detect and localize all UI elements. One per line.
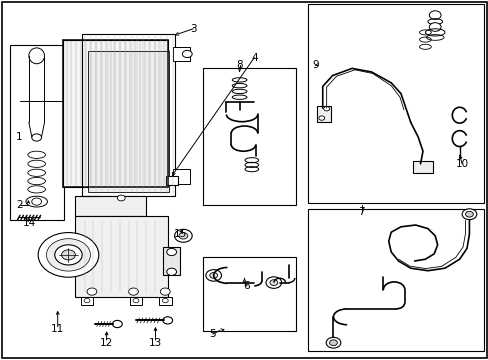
- Text: 6: 6: [243, 281, 250, 291]
- Bar: [203, 68, 295, 205]
- Circle shape: [38, 233, 99, 277]
- Ellipse shape: [28, 186, 45, 193]
- Circle shape: [205, 270, 221, 281]
- Text: 10: 10: [455, 159, 468, 169]
- Circle shape: [61, 250, 75, 260]
- Bar: [75, 196, 145, 216]
- Text: 12: 12: [100, 338, 113, 348]
- Circle shape: [55, 245, 82, 265]
- Circle shape: [162, 298, 168, 303]
- Text: 11: 11: [51, 324, 64, 334]
- Bar: [75, 216, 167, 297]
- Circle shape: [318, 116, 324, 120]
- Circle shape: [163, 317, 172, 324]
- Circle shape: [46, 239, 90, 271]
- Ellipse shape: [28, 177, 45, 185]
- Bar: [307, 4, 483, 203]
- Circle shape: [174, 229, 192, 242]
- Circle shape: [182, 50, 192, 58]
- Circle shape: [428, 11, 440, 19]
- Ellipse shape: [29, 48, 44, 64]
- Ellipse shape: [28, 151, 45, 158]
- Circle shape: [209, 273, 217, 278]
- Bar: [81, 297, 93, 305]
- Circle shape: [84, 298, 90, 303]
- Bar: [307, 209, 483, 351]
- Circle shape: [465, 211, 472, 217]
- Circle shape: [461, 209, 476, 220]
- Circle shape: [133, 298, 139, 303]
- Text: 9: 9: [311, 60, 318, 70]
- Circle shape: [325, 337, 340, 348]
- Text: 4: 4: [250, 53, 257, 63]
- Circle shape: [128, 288, 138, 295]
- Text: 14: 14: [22, 218, 36, 228]
- Circle shape: [323, 107, 329, 111]
- Bar: [159, 297, 171, 305]
- Bar: [412, 161, 432, 173]
- Text: 3: 3: [189, 24, 196, 34]
- Ellipse shape: [28, 169, 45, 176]
- Bar: [172, 169, 189, 184]
- Circle shape: [269, 280, 277, 285]
- Bar: [82, 34, 175, 196]
- Bar: [163, 247, 180, 275]
- Circle shape: [179, 233, 187, 239]
- Text: 15: 15: [173, 229, 186, 239]
- Ellipse shape: [26, 196, 47, 207]
- Bar: [62, 40, 167, 187]
- Circle shape: [428, 23, 440, 31]
- Text: 5: 5: [209, 329, 216, 339]
- Circle shape: [265, 277, 281, 288]
- Bar: [88, 51, 169, 192]
- Bar: [172, 47, 189, 61]
- Bar: [10, 45, 63, 220]
- Text: 13: 13: [148, 338, 162, 348]
- Ellipse shape: [28, 160, 45, 167]
- Circle shape: [166, 248, 176, 256]
- Circle shape: [112, 320, 122, 328]
- Circle shape: [117, 195, 125, 201]
- Circle shape: [329, 340, 337, 346]
- Bar: [203, 257, 295, 331]
- Text: 2: 2: [16, 200, 23, 210]
- Text: 8: 8: [236, 60, 243, 70]
- Bar: [166, 176, 178, 185]
- Text: 7: 7: [358, 207, 365, 217]
- Ellipse shape: [32, 134, 41, 141]
- Bar: [130, 297, 142, 305]
- Text: 1: 1: [16, 132, 23, 142]
- Circle shape: [87, 288, 97, 295]
- Bar: [316, 106, 330, 122]
- Circle shape: [166, 268, 176, 275]
- Circle shape: [160, 288, 170, 295]
